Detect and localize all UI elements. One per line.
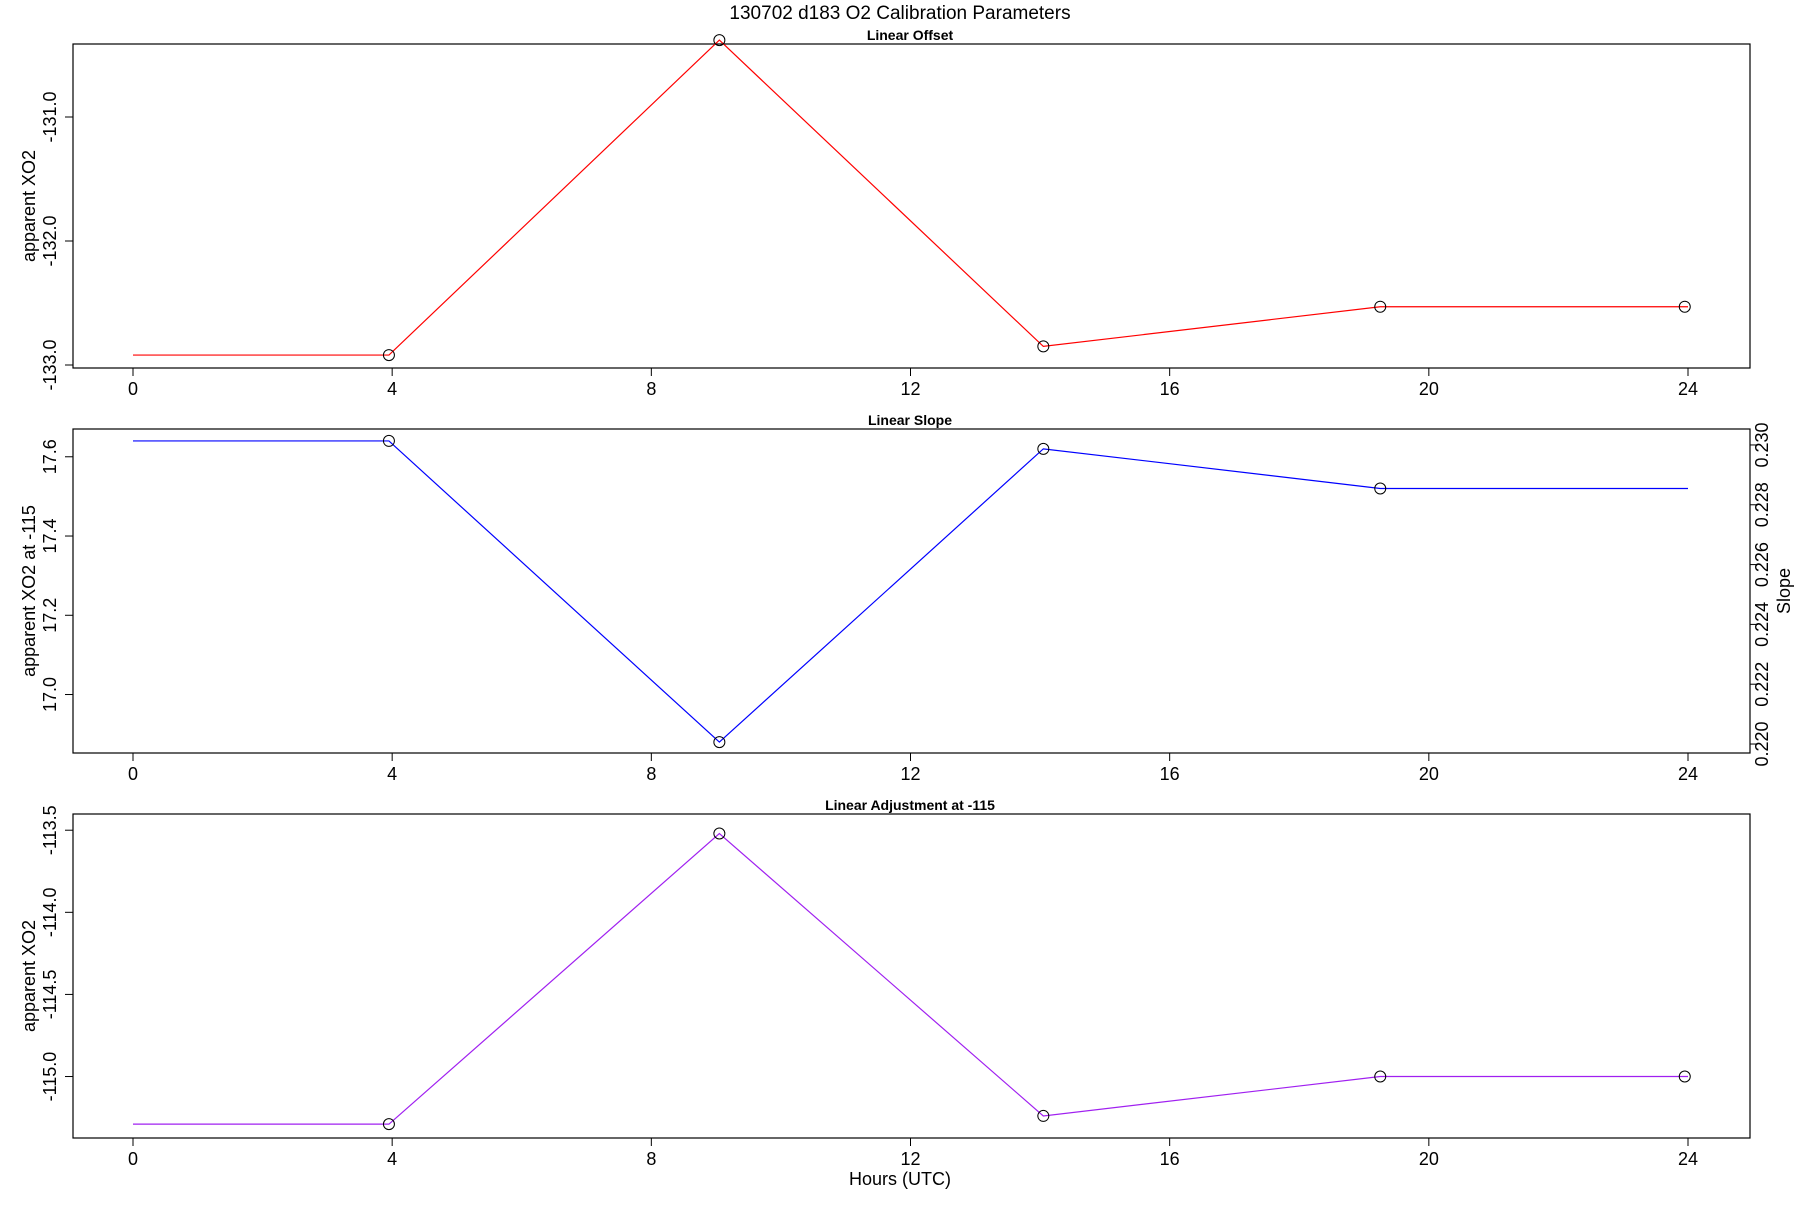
y-tick-label: 17.4: [40, 519, 60, 554]
y2-tick-label: 0.230: [1752, 422, 1772, 467]
x-axis-label: Hours (UTC): [849, 1169, 951, 1189]
panel-title: Linear Slope: [868, 412, 952, 428]
x-tick-label: 24: [1678, 1149, 1698, 1169]
data-point: [1374, 1070, 1387, 1083]
data-point: [382, 349, 395, 362]
y-tick-label: 17.6: [40, 439, 60, 474]
y-tick-label: 17.2: [40, 598, 60, 633]
y-tick-label: -131.0: [40, 91, 60, 142]
x-tick-label: 20: [1419, 1149, 1439, 1169]
panel-2: Linear Slope 0 4 8 12 16 20 24 17.0 17.2 17.4 17.6 a…: [19, 412, 1794, 784]
y-axis-label: apparent XO2: [19, 920, 39, 1032]
figure-title: 130702 d183 O2 Calibration Parameters: [729, 3, 1070, 24]
data-point: [1037, 1109, 1050, 1122]
x-tick-label: 0: [128, 1149, 138, 1169]
y2-tick-label: 0.222: [1752, 662, 1772, 707]
y-tick-label: 17.0: [40, 677, 60, 712]
x-tick-label: 20: [1419, 379, 1439, 399]
y-tick-label: -133.0: [40, 339, 60, 390]
panel-title: Linear Offset: [867, 27, 954, 43]
y2-tick-label: 0.220: [1752, 721, 1772, 766]
y-tick-label: -115.0: [40, 1052, 60, 1102]
panel-3: Linear Adjustment at -115 0 4 8 12 16 20 24 -115…: [19, 797, 1751, 1169]
x-tick-label: 0: [128, 379, 138, 399]
data-point: [1678, 300, 1691, 313]
x-tick-label: 16: [1160, 379, 1180, 399]
plot-frame: [72, 428, 1751, 754]
y-axis-label: apparent XO2: [19, 150, 39, 262]
x-tick-label: 12: [900, 1149, 920, 1169]
y-tick-label: -114.0: [40, 887, 60, 937]
x-tick-label: 12: [900, 379, 920, 399]
x-tick-label: 4: [387, 764, 397, 784]
data-point: [713, 827, 726, 840]
panel-title: Linear Adjustment at -115: [825, 797, 995, 813]
x-tick-label: 8: [646, 764, 656, 784]
x-tick-label: 16: [1160, 1149, 1180, 1169]
y-tick-label: -132.0: [40, 215, 60, 266]
plot-frame: [72, 43, 1751, 369]
panel-1: Linear Offset 0 4 8 12 16 20 24 -133.0 -132.0 -131…: [19, 27, 1751, 399]
x-tick-label: 12: [900, 764, 920, 784]
data-point: [382, 1118, 395, 1131]
y2-tick-label: 0.224: [1752, 602, 1772, 647]
series-line: [133, 440, 1688, 743]
x-tick-label: 0: [128, 764, 138, 784]
data-point: [382, 434, 395, 447]
y2-tick-label: 0.226: [1752, 542, 1772, 587]
x-tick-label: 8: [646, 379, 656, 399]
y-tick-label: -114.5: [40, 970, 60, 1020]
data-point: [1678, 1070, 1691, 1083]
plot-frame: [72, 813, 1751, 1139]
y2-axis-label: Slope: [1774, 568, 1794, 614]
y2-tick-label: 0.228: [1752, 482, 1772, 527]
y-tick-label: -113.5: [40, 805, 60, 855]
data-point: [1374, 482, 1387, 495]
x-tick-label: 16: [1160, 764, 1180, 784]
x-tick-label: 4: [387, 1149, 397, 1169]
series-line: [133, 832, 1688, 1125]
series-line: [133, 39, 1688, 356]
data-point: [713, 34, 726, 47]
x-tick-label: 20: [1419, 764, 1439, 784]
x-tick-label: 8: [646, 1149, 656, 1169]
data-point: [1374, 300, 1387, 313]
y-axis-label: apparent XO2 at -115: [19, 505, 39, 677]
data-point: [1037, 340, 1050, 353]
data-point: [1037, 442, 1050, 455]
x-tick-label: 4: [387, 379, 397, 399]
x-tick-label: 24: [1678, 764, 1698, 784]
x-tick-label: 24: [1678, 379, 1698, 399]
data-point: [713, 736, 726, 749]
